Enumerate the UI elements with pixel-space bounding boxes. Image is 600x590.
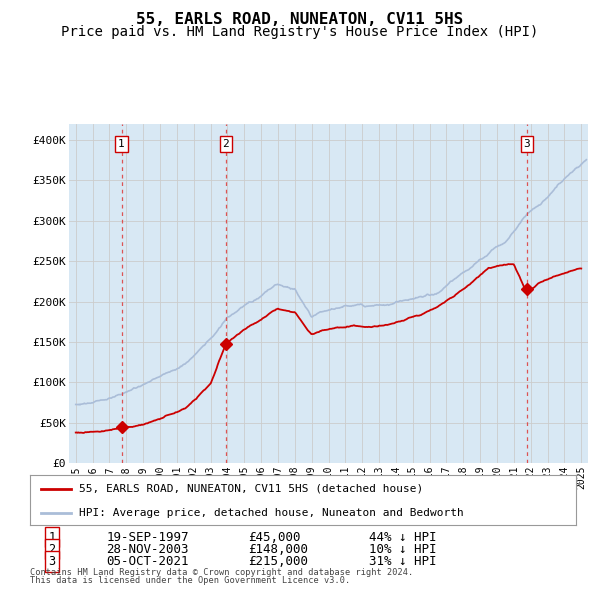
Text: £148,000: £148,000 [248, 543, 308, 556]
Text: 55, EARLS ROAD, NUNEATON, CV11 5HS (detached house): 55, EARLS ROAD, NUNEATON, CV11 5HS (deta… [79, 484, 424, 494]
Text: 44% ↓ HPI: 44% ↓ HPI [368, 530, 436, 543]
Text: 2: 2 [223, 139, 229, 149]
Bar [69, 124, 122, 463]
Text: 55, EARLS ROAD, NUNEATON, CV11 5HS: 55, EARLS ROAD, NUNEATON, CV11 5HS [136, 12, 464, 27]
Text: 1: 1 [48, 530, 55, 543]
Text: 28-NOV-2003: 28-NOV-2003 [106, 543, 189, 556]
Text: 19-SEP-1997: 19-SEP-1997 [106, 530, 189, 543]
Bar [122, 124, 226, 463]
Text: This data is licensed under the Open Government Licence v3.0.: This data is licensed under the Open Gov… [30, 576, 350, 585]
Text: Contains HM Land Registry data © Crown copyright and database right 2024.: Contains HM Land Registry data © Crown c… [30, 568, 413, 577]
Text: £45,000: £45,000 [248, 530, 301, 543]
Text: 2: 2 [48, 543, 55, 556]
Text: £215,000: £215,000 [248, 555, 308, 568]
Text: HPI: Average price, detached house, Nuneaton and Bedworth: HPI: Average price, detached house, Nune… [79, 507, 464, 517]
Text: 1: 1 [118, 139, 125, 149]
Bar [527, 124, 588, 463]
Text: 10% ↓ HPI: 10% ↓ HPI [368, 543, 436, 556]
Bar [226, 124, 527, 463]
Text: 3: 3 [523, 139, 530, 149]
Text: 31% ↓ HPI: 31% ↓ HPI [368, 555, 436, 568]
Text: Price paid vs. HM Land Registry's House Price Index (HPI): Price paid vs. HM Land Registry's House … [61, 25, 539, 39]
Text: 3: 3 [48, 555, 55, 568]
Text: 05-OCT-2021: 05-OCT-2021 [106, 555, 189, 568]
